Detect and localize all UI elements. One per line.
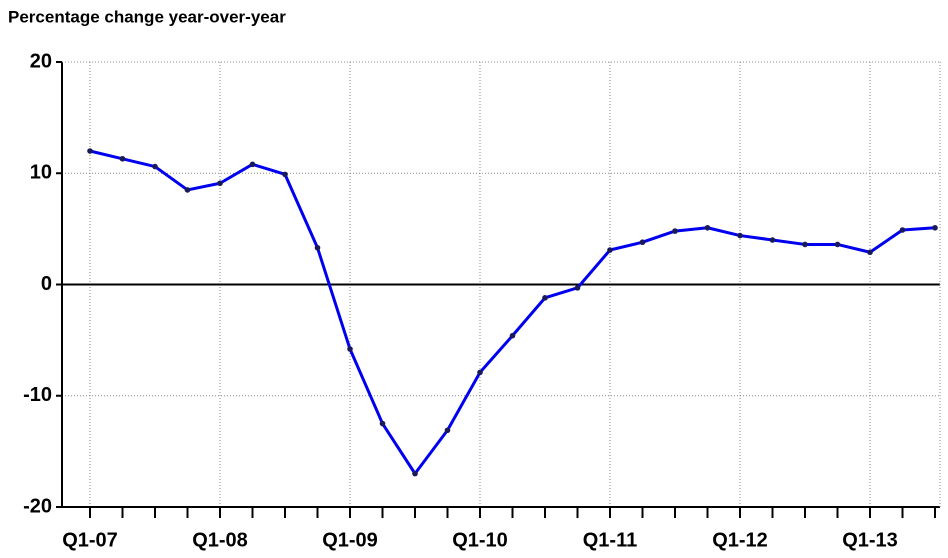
data-point [477, 369, 483, 376]
data-point [769, 237, 776, 243]
data-point [867, 249, 873, 256]
data-point [672, 228, 678, 234]
x-tick-label: Q1-09 [322, 529, 378, 551]
data-point [899, 227, 906, 233]
x-tick-label: Q1-11 [583, 529, 637, 551]
data-point [412, 470, 418, 477]
data-point [87, 148, 93, 154]
data-point [737, 232, 743, 239]
y-tick-label: -20 [23, 495, 52, 517]
x-tick-label: Q1-10 [452, 529, 508, 551]
data-point [574, 285, 581, 291]
x-tick-label: Q1-12 [712, 529, 768, 551]
data-line [89, 149, 936, 476]
data-point [704, 224, 711, 231]
x-tick-label: Q1-07 [62, 529, 118, 551]
data-point [509, 332, 516, 339]
data-point [444, 427, 451, 434]
chart-title: Percentage change year-over-year [8, 7, 286, 26]
data-point [607, 247, 613, 253]
data-point [152, 163, 158, 170]
data-point [119, 155, 126, 162]
data-point [249, 161, 256, 168]
y-tick-label: 20 [30, 50, 52, 72]
data-point [217, 180, 223, 187]
data-point [282, 171, 288, 178]
data-point [314, 244, 321, 251]
data-point [639, 239, 646, 246]
data-point [802, 241, 808, 248]
data-point [542, 295, 548, 301]
y-tick-label: 10 [30, 162, 52, 184]
data-point [347, 346, 353, 352]
x-tick-label: Q1-13 [842, 529, 898, 551]
y-tick-label: -10 [23, 384, 52, 406]
data-point [184, 187, 191, 193]
x-tick-label: Q1-08 [192, 529, 248, 551]
data-point [932, 224, 938, 231]
data-point [834, 241, 841, 248]
data-point [379, 420, 386, 427]
y-tick-label: 0 [41, 273, 52, 295]
